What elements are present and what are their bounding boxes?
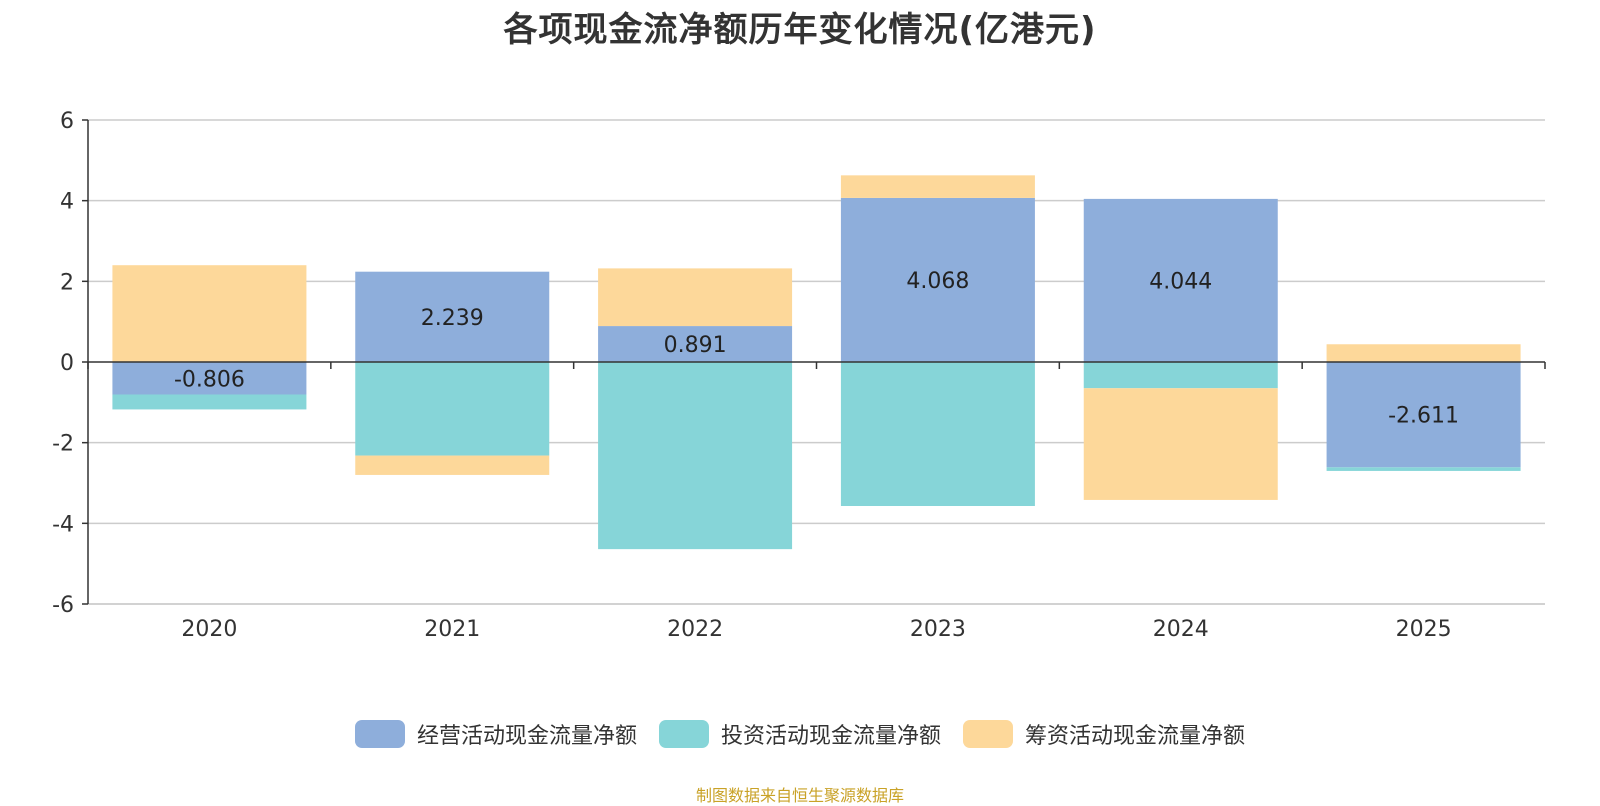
data-label-2024: 4.044	[1149, 269, 1212, 294]
source-note: 制图数据来自恒生聚源数据库	[695, 786, 904, 805]
bar-financing-2025	[1326, 344, 1521, 362]
bar-investing-2024	[1083, 362, 1278, 389]
data-label-2020: -0.806	[174, 367, 245, 392]
bar-financing-2022	[598, 268, 793, 327]
data-label-2021: 2.239	[421, 306, 484, 331]
chart-title: 各项现金流净额历年变化情况(亿港元)	[503, 10, 1097, 50]
bar-operating-2023	[840, 197, 1035, 362]
bar-operating-2024	[1083, 198, 1278, 362]
bar-investing-2023	[840, 362, 1035, 506]
y-tick-label: 0	[60, 351, 74, 376]
bars	[112, 175, 1521, 550]
data-label-2022: 0.891	[664, 333, 727, 358]
bar-financing-2024	[1083, 388, 1278, 500]
bar-operating-2025	[1326, 362, 1521, 468]
legend-label: 经营活动现金流量净额	[416, 724, 637, 749]
chart-plot: 6 4 2 0 -2 -4 -6 2020 2021 2022 2023 2024 2025 -0.80…	[52, 109, 1546, 642]
y-tick-label: 2	[60, 270, 74, 295]
bar-investing-2021	[355, 362, 550, 456]
bar-financing-2023	[840, 175, 1035, 198]
bar-financing-2021	[355, 455, 550, 475]
data-label-2025: -2.611	[1388, 404, 1459, 429]
y-tick-label: 6	[60, 109, 74, 134]
bar-investing-2022	[598, 362, 793, 550]
bar-financing-2020	[112, 265, 307, 362]
x-tick-label-2021: 2021	[424, 617, 480, 642]
legend-swatch	[963, 720, 1013, 748]
legend-label: 筹资活动现金流量净额	[1025, 724, 1246, 749]
x-tick-label-2024: 2024	[1153, 617, 1209, 642]
legend-swatch	[354, 720, 405, 748]
legend-item-operating[interactable]: 经营活动现金流量净额	[354, 718, 637, 750]
bar-investing-2025	[1326, 467, 1521, 471]
y-tick-label: -2	[52, 432, 74, 457]
legend-item-investing[interactable]: 投资活动现金流量净额	[658, 718, 941, 750]
bar-operating-2021	[355, 271, 550, 362]
data-label-2023: 4.068	[906, 269, 969, 294]
axes: 6 4 2 0 -2 -4 -6 2020 2021 2022 2023 2024 2025	[52, 109, 1546, 642]
data-labels: -0.806 2.239 0.891 4.068 4.044 -2.611	[174, 269, 1459, 429]
x-tick-label-2022: 2022	[667, 617, 723, 642]
x-tick-label-2025: 2025	[1396, 617, 1452, 642]
x-tick-label-2023: 2023	[910, 617, 966, 642]
bar-operating-2022	[598, 326, 793, 362]
legend-item-financing[interactable]: 筹资活动现金流量净额	[963, 718, 1245, 750]
grid-lines	[88, 119, 1545, 605]
legend-label: 投资活动现金流量净额	[720, 724, 941, 749]
bar-operating-2020	[112, 362, 307, 395]
y-tick-label: -4	[52, 512, 74, 537]
legend: 经营活动现金流量净额 投资活动现金流量净额 筹资活动现金流量净额	[0, 718, 1600, 750]
bar-investing-2020	[112, 394, 307, 410]
x-tick-label-2020: 2020	[181, 617, 237, 642]
y-tick-label: 4	[60, 190, 74, 215]
legend-swatch	[658, 720, 709, 748]
y-tick-label: -6	[52, 593, 74, 618]
